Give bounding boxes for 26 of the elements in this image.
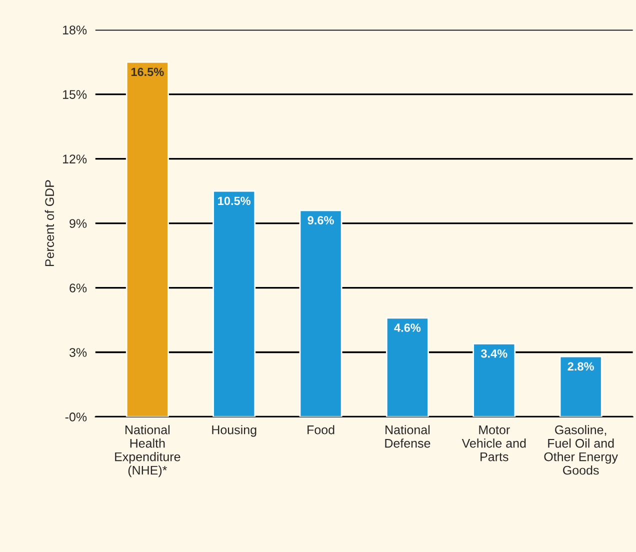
bar	[559, 356, 602, 417]
bar	[299, 210, 342, 417]
data-label: 3.4%	[480, 349, 508, 358]
bar	[472, 342, 516, 417]
y-tick-label: 3%	[69, 348, 87, 357]
y-axis-title: Percent of GDP	[44, 180, 54, 266]
data-label: 4.6%	[394, 324, 421, 332]
bar	[386, 317, 429, 417]
bar	[126, 61, 169, 417]
data-label: 10.5%	[218, 196, 251, 206]
y-tick-label: 18%	[63, 26, 87, 34]
x-tick-label: Gasoline, Fuel Oil and Other Energy Goods	[544, 425, 618, 475]
y-tick-label: 12%	[63, 154, 87, 164]
x-tick-label: Housing	[212, 425, 256, 437]
x-tick-label: National Defense	[385, 425, 430, 448]
y-tick-label: -0%	[65, 412, 87, 422]
x-tick-label: Motor Vehicle and Parts	[462, 426, 526, 462]
y-tick-label: 15%	[63, 90, 87, 99]
x-tick-label: National Health Expenditure (NHE)*	[115, 425, 180, 478]
y-tick-label: 9%	[70, 219, 87, 228]
x-tick-label: Food	[308, 425, 334, 434]
data-label: 2.8%	[568, 362, 594, 371]
data-label: 9.6%	[308, 216, 334, 224]
data-label: 16.5%	[131, 68, 164, 76]
bar	[212, 190, 256, 417]
y-tick-label: 6%	[70, 284, 87, 292]
